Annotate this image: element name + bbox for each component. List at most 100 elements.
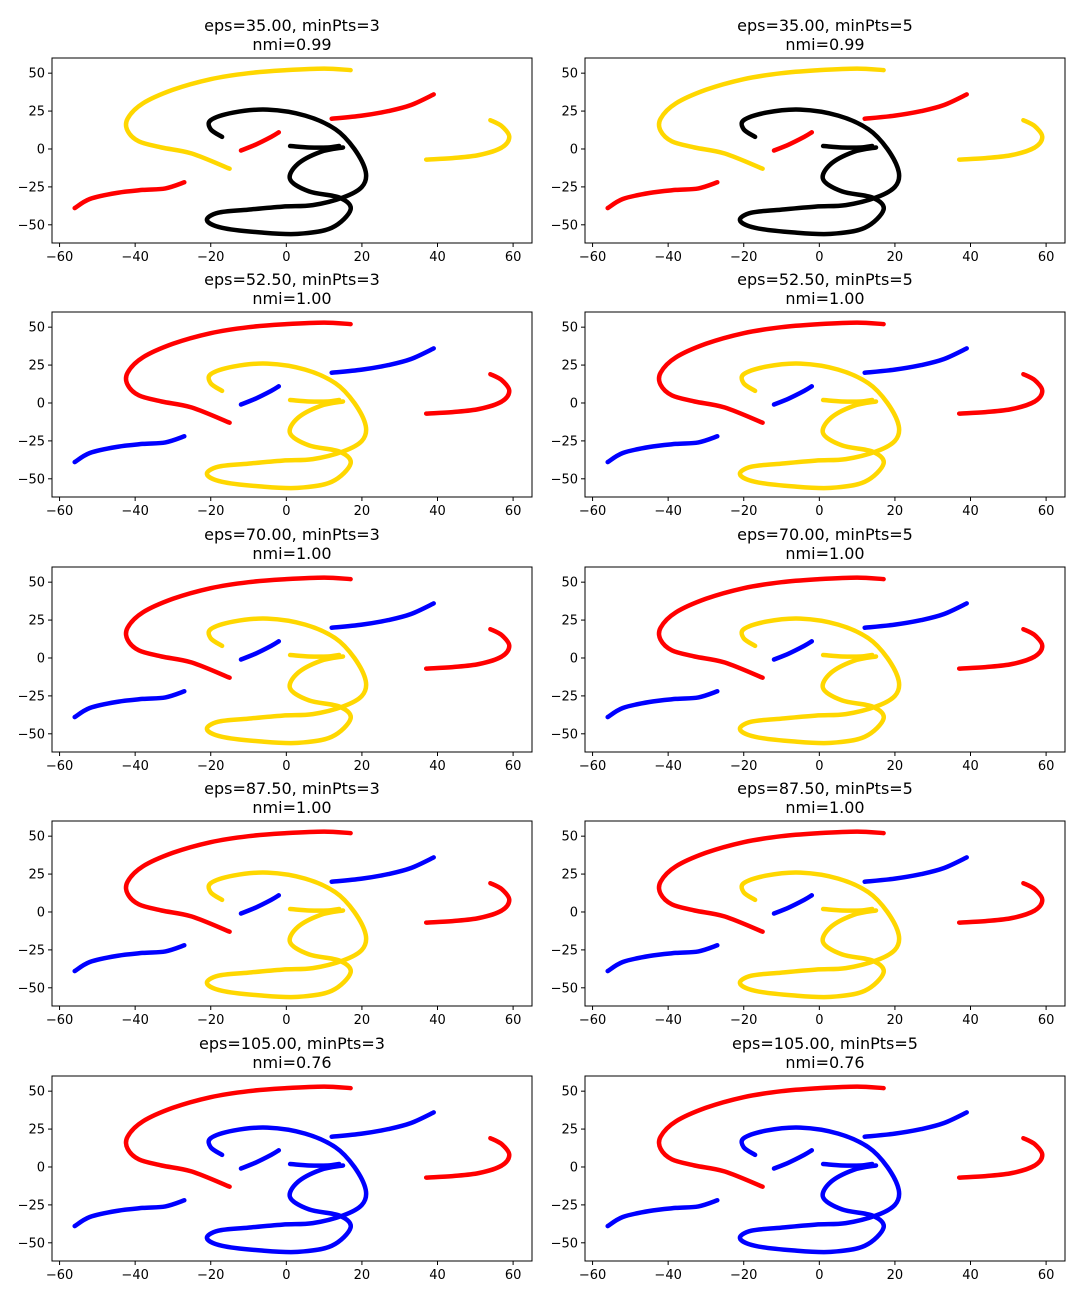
axes-frame [51,820,533,1007]
series-three-tail [287,397,342,404]
y-tick-label: −25 [18,1198,45,1213]
axes-frame [51,1075,533,1262]
x-tick-label: 20 [354,504,371,519]
x-tick-label: 0 [282,1268,290,1283]
x-tick-label: −60 [46,1013,73,1028]
y-tick-label: 25 [28,359,45,374]
y-tick-label: −50 [551,1236,578,1251]
series-three-shape [737,870,902,1000]
x-tick-label: 60 [1038,250,1055,265]
series-three-tail [820,906,875,913]
subplot-title: eps=70.00, minPts=3 [204,525,380,544]
subplot-title: eps=87.50, minPts=5 [737,779,913,798]
x-tick-label: −60 [579,504,606,519]
series-big-arc [656,575,886,680]
series-three-tail [820,397,875,404]
series-big-arc [123,66,353,171]
series-three-tail [820,652,875,659]
y-tick-label: −50 [18,727,45,742]
subplot-subtitle: nmi=1.00 [252,289,331,308]
y-tick-label: 25 [561,614,578,629]
subplot-title: eps=105.00, minPts=3 [199,1034,385,1053]
series-big-arc [123,575,353,680]
series-three-shape [204,870,369,1000]
series-top-right-stroke [862,346,969,375]
y-tick-label: 50 [28,321,45,336]
y-tick-label: 50 [28,67,45,82]
x-tick-label: 60 [505,1013,522,1028]
axes-frame [584,57,1066,244]
x-tick-label: 60 [1038,504,1055,519]
x-tick-label: −40 [121,759,148,774]
y-tick-label: 0 [570,396,578,411]
series-bottom-left-stroke [72,434,187,465]
subplot-title: eps=35.00, minPts=3 [204,16,380,35]
series-top-right-stroke [329,92,436,121]
series-group [72,1084,512,1255]
series-three-tail [820,1161,875,1168]
series-bottom-left-stroke [605,434,720,465]
series-top-right-stroke [862,601,969,630]
series-group [605,1084,1045,1255]
x-tick-label: −40 [654,1013,681,1028]
y-tick-label: 25 [561,359,578,374]
y-tick-label: 0 [37,905,45,920]
x-tick-label: −40 [121,504,148,519]
x-tick-label: 60 [1038,1268,1055,1283]
x-tick-label: 20 [887,1268,904,1283]
x-tick-label: −20 [730,504,757,519]
axes-frame [51,566,533,753]
series-right-hook [956,626,1045,671]
y-tick-label: −25 [18,180,45,195]
y-tick-label: 50 [28,576,45,591]
subplot-subtitle: nmi=0.76 [785,1053,864,1072]
x-tick-label: −20 [197,250,224,265]
series-big-arc [123,1084,353,1189]
series-big-arc [123,320,353,425]
series-big-arc [656,66,886,171]
subplot-subtitle: nmi=1.00 [785,798,864,817]
x-tick-label: 40 [962,1013,979,1028]
x-tick-label: −20 [730,250,757,265]
x-tick-label: 60 [505,759,522,774]
series-small-diag [771,893,815,916]
series-right-hook [423,1135,512,1180]
x-tick-label: −40 [654,250,681,265]
x-tick-label: 40 [962,759,979,774]
x-tick-label: 20 [354,1268,371,1283]
series-group [72,575,512,746]
y-tick-label: −25 [551,689,578,704]
x-tick-label: −40 [121,1013,148,1028]
series-three-tail [820,143,875,150]
y-tick-label: 50 [561,576,578,591]
x-tick-label: 40 [429,1013,446,1028]
y-tick-label: 50 [561,321,578,336]
series-small-diag [771,130,815,153]
x-tick-label: 60 [1038,759,1055,774]
x-tick-label: 40 [429,1268,446,1283]
series-three-shape [737,361,902,491]
x-tick-label: −20 [730,1268,757,1283]
series-top-right-stroke [329,1110,436,1139]
series-right-hook [956,371,1045,416]
series-small-diag [238,384,282,407]
x-tick-label: 0 [282,1013,290,1028]
series-top-right-stroke [329,346,436,375]
axes-frame [584,1075,1066,1262]
y-tick-label: 25 [561,105,578,120]
x-tick-label: 60 [505,504,522,519]
subplot-title: eps=52.50, minPts=3 [204,270,380,289]
series-group [605,66,1045,237]
x-tick-label: −20 [197,1268,224,1283]
series-small-diag [238,893,282,916]
series-group [605,575,1045,746]
x-tick-label: −20 [197,759,224,774]
series-bottom-left-stroke [72,1198,187,1229]
x-tick-label: 60 [1038,1013,1055,1028]
y-tick-label: −25 [551,180,578,195]
y-tick-label: 0 [570,651,578,666]
